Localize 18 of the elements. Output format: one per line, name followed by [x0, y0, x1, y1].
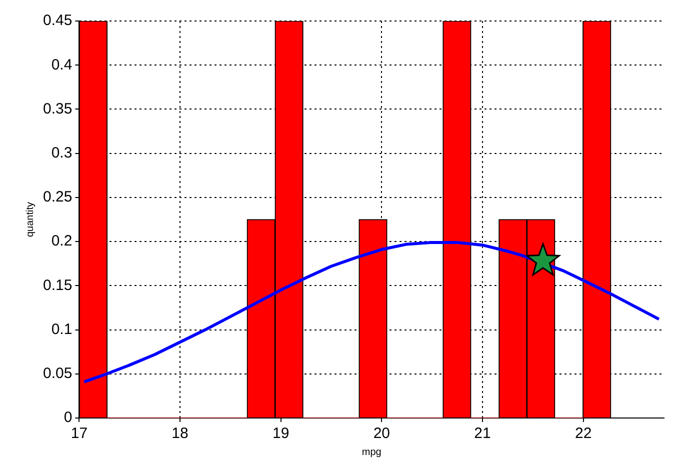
y-tick-label: 0.1 — [51, 320, 72, 338]
y-tick-label: 0.45 — [42, 12, 72, 30]
y-tick-label: 0.4 — [51, 56, 72, 74]
y-axis-title: quantity — [24, 202, 36, 238]
x-tick-label: 22 — [574, 425, 592, 442]
x-tick-label: 20 — [373, 425, 390, 442]
y-tick-label: 0.15 — [42, 276, 72, 294]
x-tick-label: 19 — [272, 425, 290, 442]
y-tick-label: 0.25 — [42, 188, 72, 206]
x-axis-title: mpg — [362, 446, 382, 458]
y-tick-label: 0.2 — [51, 232, 72, 250]
y-tick-label: 0 — [64, 409, 72, 426]
y-tick-label: 0.05 — [42, 365, 72, 382]
y-tick-label: 0.35 — [42, 100, 72, 118]
x-tick-label: 18 — [172, 425, 188, 442]
x-tick-label: 17 — [70, 425, 88, 442]
x-tick-label: 21 — [474, 425, 491, 442]
y-tick-label: 0.3 — [51, 144, 72, 162]
